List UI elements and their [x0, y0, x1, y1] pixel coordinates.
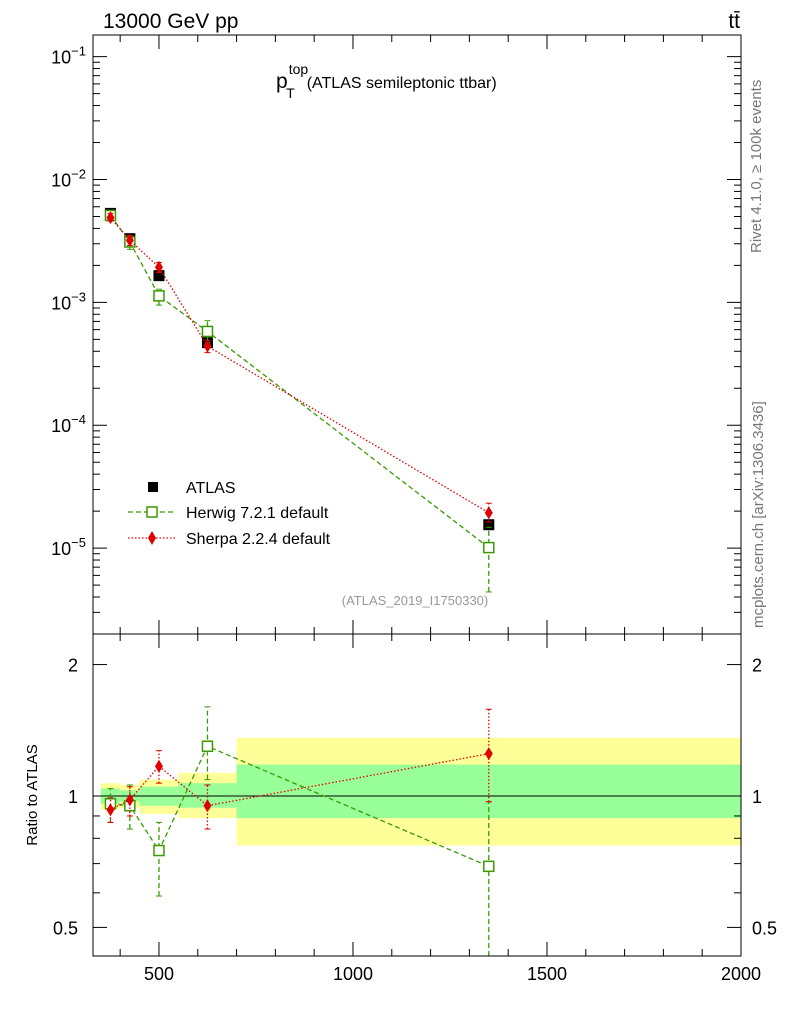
series-line-main: [109, 217, 490, 514]
y-tick-label: 10−2: [51, 167, 86, 191]
data-point-ratio: [203, 799, 212, 813]
data-point-main: [125, 233, 134, 247]
y-tick-base: 10: [51, 416, 71, 436]
ratio-y-tick-label-right: 1: [752, 787, 762, 807]
title-text: (ATLAS semileptonic ttbar): [307, 75, 497, 92]
data-point-main: [201, 325, 214, 338]
ratio-panel-frame: [92, 633, 742, 957]
legend-label-sherpa: Sherpa 2.2.4 default: [186, 531, 331, 548]
chart-title: ptop T (ATLAS semileptonic ttbar): [276, 61, 497, 101]
y-tick-label: 10−4: [51, 412, 86, 436]
legend: ATLAS Herwig 7.2.1 default Sherpa 2.2.4 …: [128, 480, 331, 548]
series-line-ratio: [110, 753, 489, 811]
ratio-uncertainty-bands: [100, 737, 742, 846]
y-tick-exponent: −5: [71, 535, 86, 550]
y-tick-exponent: −4: [71, 412, 86, 427]
y-tick-label: 10−1: [51, 44, 86, 68]
data-point-main: [484, 506, 493, 520]
y-tick-label: 10−5: [51, 535, 86, 559]
y-tick-exponent: −2: [71, 167, 86, 182]
y-tick-exponent: −1: [71, 44, 86, 59]
ratio-y-tick-label-right: 2: [752, 656, 762, 676]
y-tick-label: 10−3: [51, 289, 86, 313]
legend-entry-sherpa: Sherpa 2.2.4 default: [128, 531, 331, 548]
series-sherpa: [106, 211, 493, 830]
y-tick-exponent: −3: [71, 289, 86, 304]
data-point-main: [106, 211, 115, 225]
ratio-y-tick-label: 2: [68, 656, 78, 676]
y-tick-base: 10: [51, 293, 71, 313]
rivet-version-label: Rivet 4.1.0, ≥ 100k events: [748, 80, 765, 253]
data-point-ratio: [125, 793, 134, 807]
data-point-ratio: [153, 844, 165, 857]
legend-marker-herwig: [146, 506, 158, 518]
collision-label: 13000 GeV pp: [103, 10, 238, 33]
data-point-ratio: [154, 759, 163, 773]
y-tick-base: 10: [51, 539, 71, 559]
data-point-ratio: [484, 747, 493, 761]
x-tick-label: 1000: [333, 964, 373, 984]
x-tick-label: 2000: [721, 964, 761, 984]
legend-marker-sherpa: [148, 531, 156, 545]
legend-label-atlas: ATLAS: [186, 480, 236, 497]
legend-entry-herwig: Herwig 7.2.1 default: [128, 505, 329, 522]
data-point-main: [483, 541, 495, 554]
data-point-main: [153, 270, 165, 282]
x-tick-label: 1500: [527, 964, 567, 984]
process-label: tt̄: [728, 10, 740, 33]
y-tick-base: 10: [51, 48, 71, 68]
legend-marker-atlas: [148, 482, 158, 492]
x-tick-label: 500: [144, 964, 174, 984]
data-point-ratio: [201, 740, 214, 752]
y-tick-base: 10: [51, 171, 71, 191]
data-point-main: [154, 260, 163, 274]
ratio-axis-label: Ratio to ATLAS: [24, 744, 41, 845]
ratio-y-tick-label: 1: [68, 787, 78, 807]
title-main: p: [276, 70, 288, 93]
ratio-y-tick-label-right: 0.5: [752, 918, 777, 938]
data-point-main: [153, 290, 165, 302]
data-point-ratio: [483, 860, 495, 873]
title-subscript: T: [286, 85, 295, 101]
title-superscript: top: [289, 61, 309, 77]
mcplots-label: mcplots.cern.ch [arXiv:1306.3436]: [750, 401, 767, 628]
data-point-ratio: [106, 803, 115, 817]
data-point-main: [483, 519, 495, 531]
data-series: [104, 207, 495, 956]
ratio-y-tick-label: 0.5: [53, 918, 78, 938]
series-line-main: [109, 215, 490, 549]
legend-entry-atlas: ATLAS: [148, 480, 236, 497]
legend-label-herwig: Herwig 7.2.1 default: [186, 505, 329, 522]
data-point-main: [203, 339, 212, 353]
analysis-id-label: (ATLAS_2019_I1750330): [342, 593, 488, 608]
